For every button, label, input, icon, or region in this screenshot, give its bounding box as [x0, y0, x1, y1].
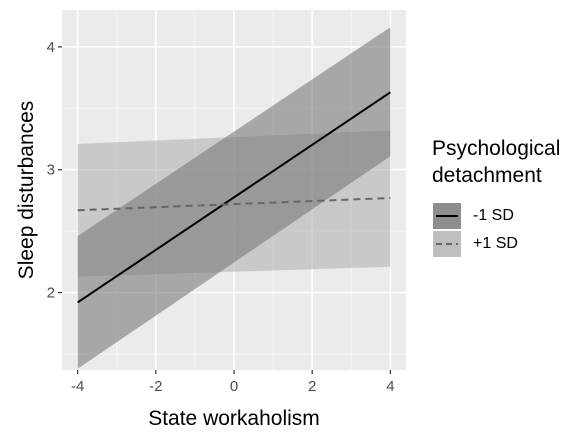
legend: Psychological detachment -1 SD +1 SD [432, 137, 560, 257]
y-axis-title: Sleep disturbances [15, 101, 38, 280]
y-tick-label: 3 [47, 162, 55, 179]
x-tick-label: -4 [71, 378, 84, 395]
x-tick-label: 2 [308, 378, 316, 395]
legend-title-line-2: detachment [432, 164, 542, 187]
series-lines [77, 91, 391, 304]
x-tick-label: -2 [149, 378, 162, 395]
legend-label-plus-1sd: +1 SD [473, 235, 518, 252]
line-minus-1sd [77, 91, 391, 304]
legend-keys [433, 203, 461, 257]
axis-ticks [58, 46, 391, 374]
legend-label-minus-1sd: -1 SD [473, 207, 514, 224]
x-tick-label: 4 [386, 378, 394, 395]
legend-title-line-1: Psychological [432, 137, 560, 160]
x-tick-label: 0 [230, 378, 238, 395]
x-axis-title: State workaholism [148, 407, 320, 430]
tick-labels: -4 -2 0 2 4 2 3 4 [47, 39, 395, 395]
y-tick-label: 4 [47, 39, 55, 56]
y-tick-label: 2 [47, 285, 55, 302]
line-plus-1sd [77, 196, 391, 212]
